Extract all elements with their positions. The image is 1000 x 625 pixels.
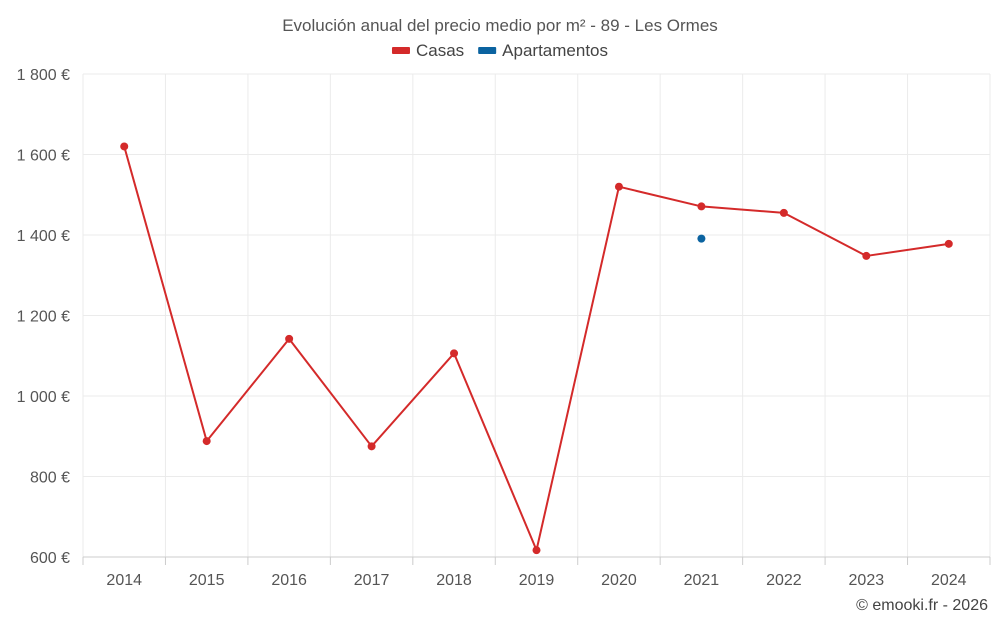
y-tick-label: 600 € [30,550,70,567]
x-tick-label: 2018 [436,572,472,589]
legend-item-casas[interactable]: Casas [391,41,464,60]
data-point-casas[interactable] [862,251,871,260]
data-point-casas[interactable] [120,142,129,151]
series-apartamentos [697,234,706,243]
y-tick-label: 1 400 € [17,228,70,245]
legend-label-apartamentos: Apartamentos [502,41,608,60]
data-point-casas[interactable] [285,334,294,343]
x-tick-label: 2022 [766,572,802,589]
x-tick-label: 2014 [106,572,142,589]
series-layer [120,142,953,555]
data-point-casas[interactable] [944,239,953,248]
data-point-casas[interactable] [779,208,788,217]
legend-swatch-casas [391,47,410,54]
credit-text: © emooki.fr - 2026 [856,597,988,614]
data-point-casas[interactable] [450,349,459,358]
y-tick-label: 1 200 € [17,309,70,326]
data-point-apartamentos[interactable] [697,234,706,243]
data-point-casas[interactable] [614,182,623,191]
data-point-casas[interactable] [697,202,706,211]
x-tick-label: 2023 [849,572,885,589]
data-point-casas[interactable] [202,437,211,446]
series-casas [120,142,953,555]
x-axis: 2014 2015 2016 2017 2018 2019 2020 2021 2022 2023… [82,556,991,589]
x-tick-label: 2020 [601,572,637,589]
data-point-casas[interactable] [532,546,541,555]
x-tick-label: 2016 [271,572,307,589]
y-tick-label: 800 € [30,470,70,487]
x-tick-label: 2015 [189,572,225,589]
data-point-casas[interactable] [367,442,376,451]
legend-swatch-apartamentos [478,47,497,54]
grid [82,73,991,558]
legend-item-apartamentos[interactable]: Apartamentos [478,41,608,60]
x-tick-label: 2019 [519,572,555,589]
x-tick-label: 2021 [684,572,720,589]
chart-title: Evolución anual del precio medio por m² … [282,16,718,35]
x-tick-label: 2017 [354,572,390,589]
x-tick-label: 2024 [931,572,967,589]
y-tick-label: 1 600 € [17,148,70,165]
legend-label-casas: Casas [416,41,464,60]
y-tick-label: 1 800 € [17,67,70,84]
legend: Casas Apartamentos [391,41,608,60]
y-tick-label: 1 000 € [17,389,70,406]
y-axis: 600 € 800 € 1 000 € 1 200 € 1 400 € 1 600 € 1 … [17,67,70,567]
